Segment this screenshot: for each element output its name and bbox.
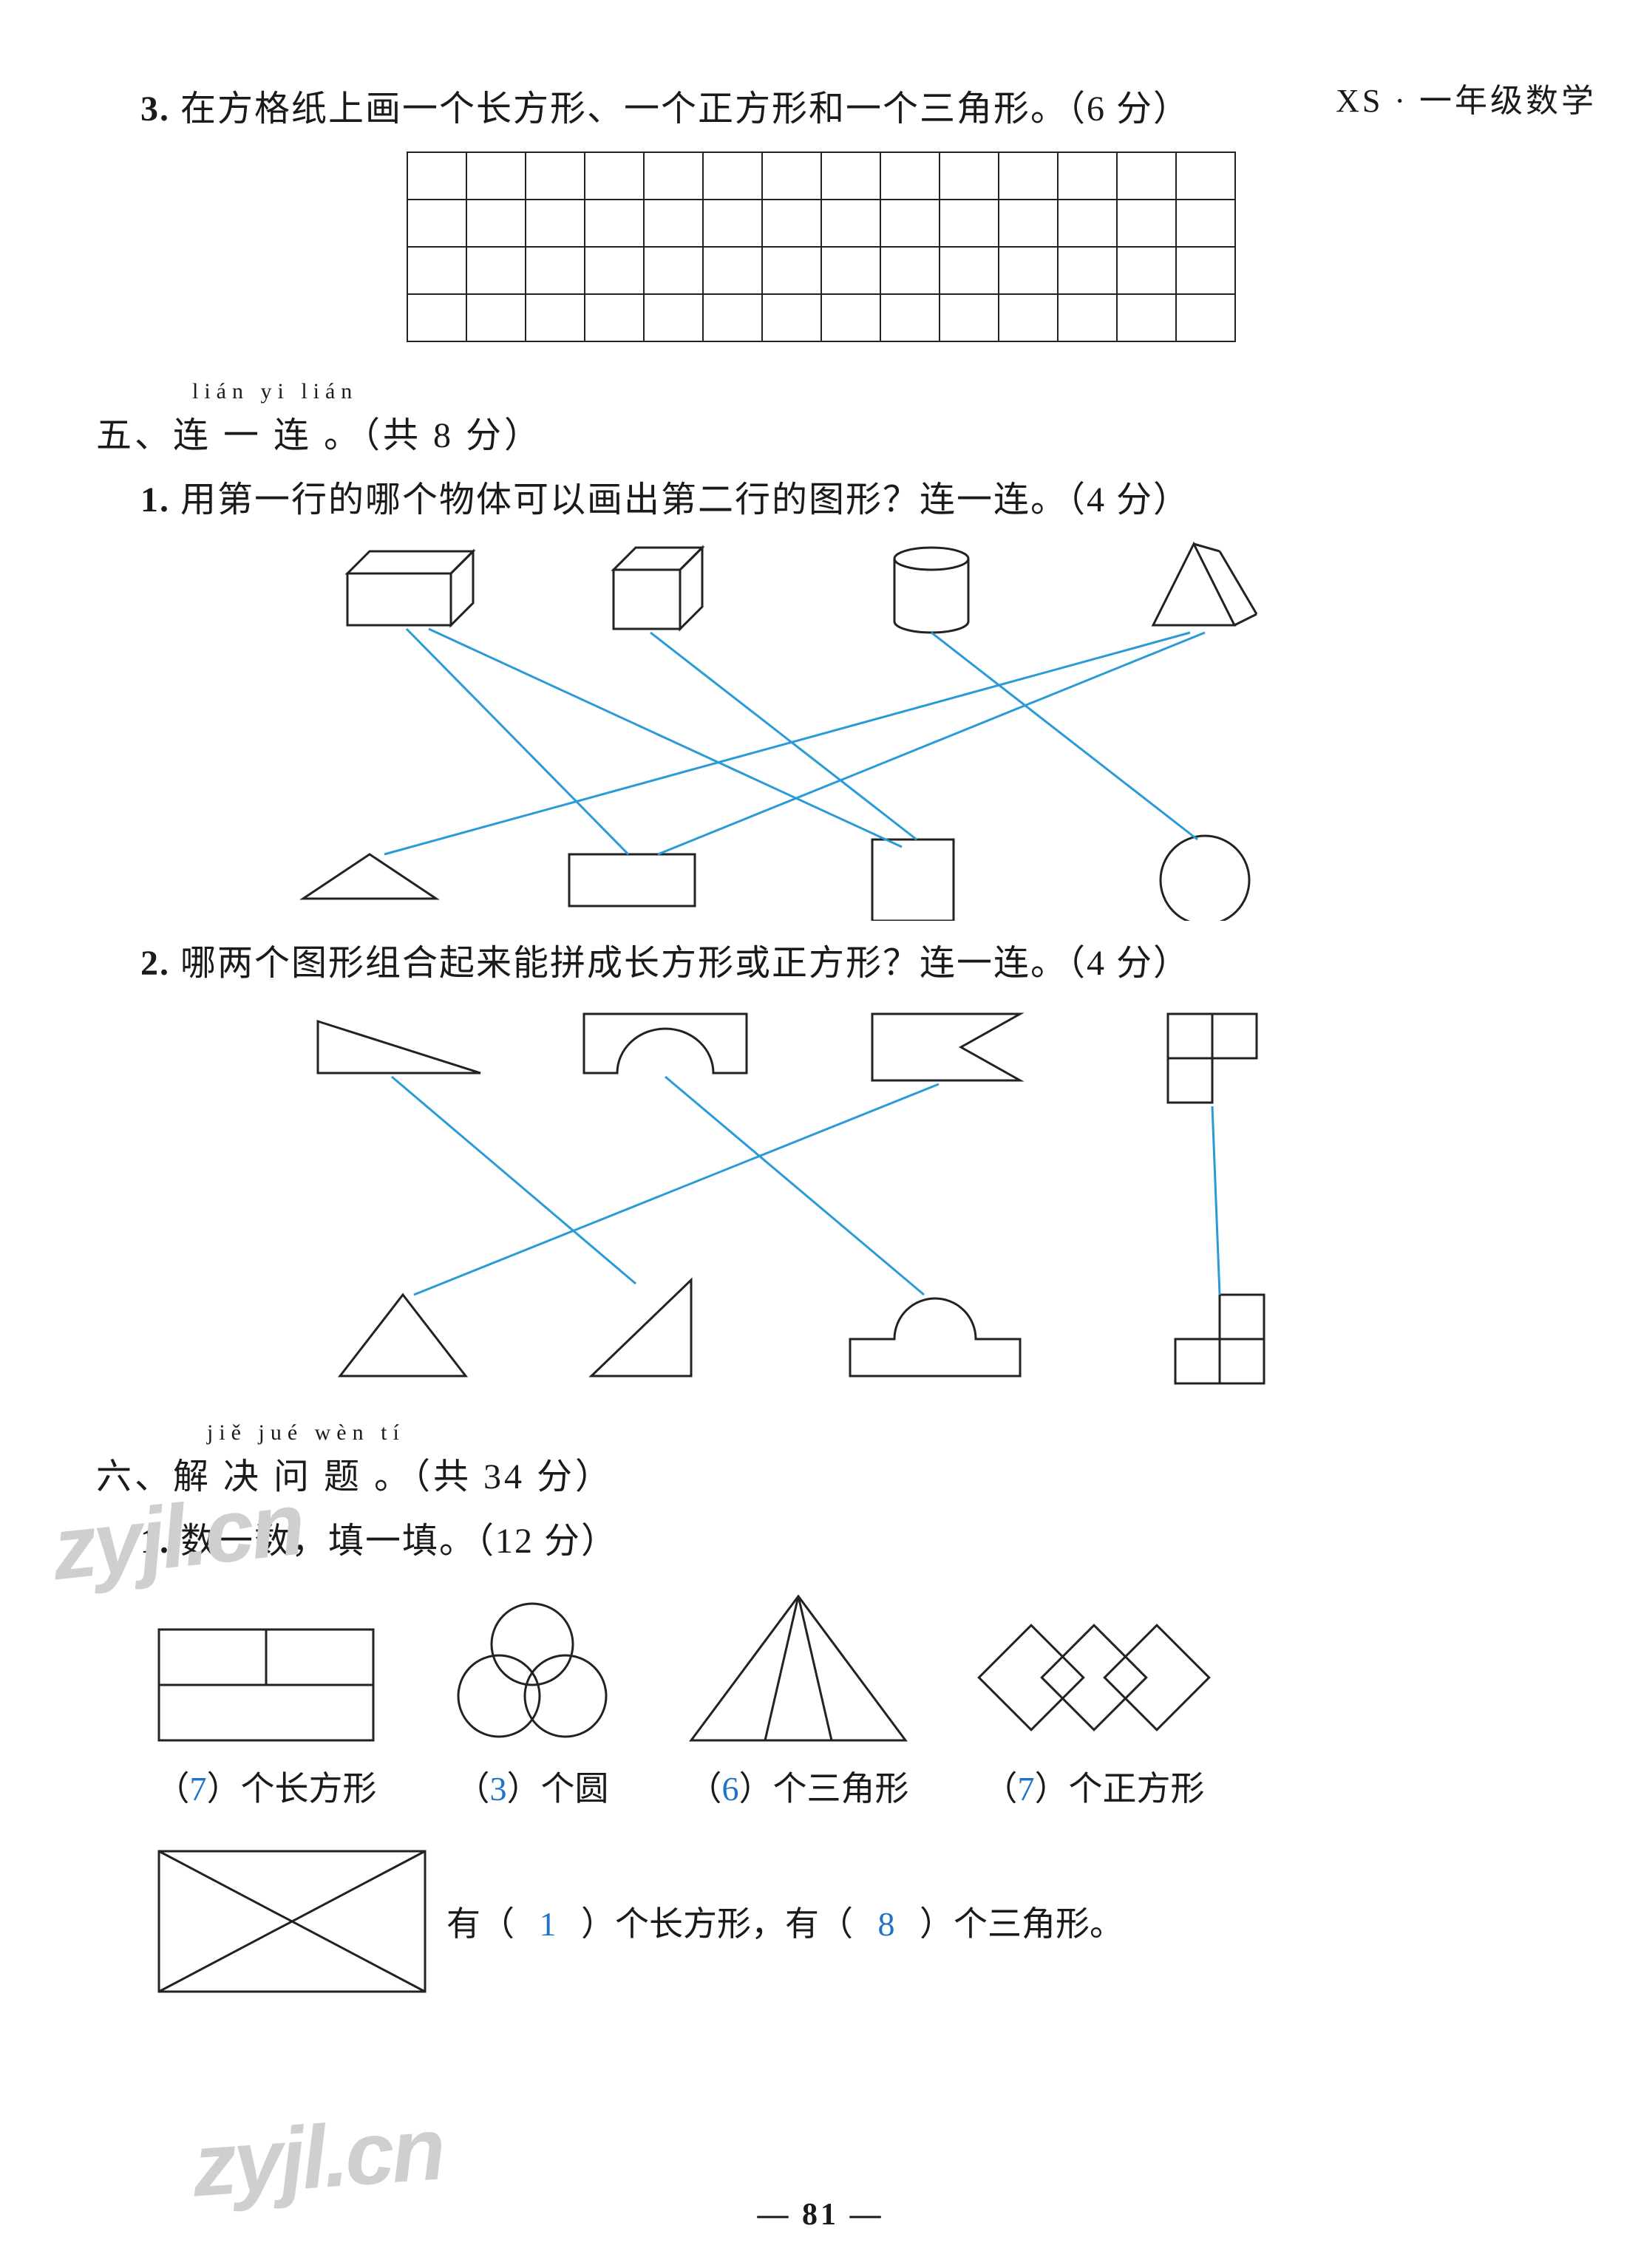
label-rects: 个长方形 xyxy=(241,1770,377,1808)
sec5-q1-connections xyxy=(384,629,1205,854)
sec5-title: 五、连 一 连 。（共 8 分） xyxy=(96,406,1552,457)
row2-ans1: 1 xyxy=(514,1904,581,1944)
sec5-q2-connections xyxy=(392,1077,1220,1295)
sec5-q1-text: 用第一行的哪个物体可以画出第二行的图形？连一连。（4 分） xyxy=(180,480,1190,520)
row2-text: 有（1）个长方形，有（8）个三角形。 xyxy=(446,1897,1124,1946)
count-caption-3: （6）个三角形 xyxy=(687,1762,909,1811)
arch-piece-icon xyxy=(584,1014,747,1073)
page: XS · 一年级数学 3. 在方格纸上画一个长方形、一个正方形和一个三角形。（6… xyxy=(0,0,1641,2268)
row2-ans2: 8 xyxy=(853,1904,920,1944)
right-triangle-top-icon xyxy=(318,1021,480,1073)
count-caption-2: （3）个圆 xyxy=(436,1762,628,1811)
row2-suffix: ）个三角形。 xyxy=(920,1905,1124,1943)
rectangle-2d-icon xyxy=(569,854,695,906)
sec5-q1-line: 1. 用第一行的哪个物体可以画出第二行的图形？连一连。（4 分） xyxy=(140,472,1552,529)
sec5-q1-num: 1. xyxy=(140,480,170,520)
count-item-rects: （7）个长方形 xyxy=(155,1622,377,1811)
sec6-q1-text: 数一数，填一填。（12 分） xyxy=(180,1522,618,1561)
sec6-q1-num: 1. xyxy=(140,1522,170,1561)
triangle-fan-icon xyxy=(687,1593,909,1748)
label-diam: 个正方形 xyxy=(1069,1770,1205,1808)
circle-2d-icon xyxy=(1161,836,1249,921)
arrow-notch-icon xyxy=(872,1014,1020,1080)
sec5-q2-line: 2. 哪两个图形组合起来能拼成长方形或正方形？连一连。（4 分） xyxy=(140,936,1552,992)
q3-grid-wrap xyxy=(407,151,1242,342)
triangle-bottom-icon xyxy=(340,1295,466,1376)
ans-circles: 3 xyxy=(490,1770,507,1808)
rect-cross-icon xyxy=(155,1848,429,1995)
count-caption-1: （7）个长方形 xyxy=(155,1762,377,1811)
cylinder-icon xyxy=(894,548,968,633)
sec6-q1-line: 1. 数一数，填一填。（12 分） xyxy=(140,1513,1552,1570)
count-item-circles: （3）个圆 xyxy=(436,1600,628,1811)
count-item-diamonds: （7）个正方形 xyxy=(968,1607,1220,1811)
sec5-q2-num: 2. xyxy=(140,944,170,983)
three-circles-icon xyxy=(436,1600,628,1748)
row2-prefix: 有（ xyxy=(446,1905,514,1943)
count-item-triangles: （6）个三角形 xyxy=(687,1593,909,1811)
q3-grid xyxy=(407,151,1236,342)
sec5-q2-diagram xyxy=(259,999,1515,1398)
three-diamonds-icon xyxy=(968,1607,1220,1748)
count-row-1: （7）个长方形 （3）个圆 xyxy=(155,1593,1552,1811)
square-2d-icon xyxy=(872,840,954,921)
l-tromino-top-icon xyxy=(1168,1014,1257,1103)
sec5-pinyin: lián yi lián xyxy=(192,379,1552,404)
triangle-2d-icon xyxy=(303,854,436,899)
row2-mid: ）个长方形，有（ xyxy=(581,1905,853,1943)
right-triangle-bottom-icon xyxy=(591,1280,691,1376)
q3-num: 3. xyxy=(140,89,170,129)
cube-icon xyxy=(614,548,702,629)
count-caption-4: （7）个正方形 xyxy=(968,1762,1220,1811)
sec5-q2-text: 哪两个图形组合起来能拼成长方形或正方形？连一连。（4 分） xyxy=(180,944,1190,983)
cuboid-icon xyxy=(347,551,473,625)
l-tromino-bottom-icon xyxy=(1175,1295,1264,1383)
ans-diam: 7 xyxy=(1018,1770,1035,1808)
sec5-q1-diagram xyxy=(259,537,1515,921)
dome-rect-icon xyxy=(850,1298,1020,1376)
prism-icon xyxy=(1153,544,1257,625)
ans-tri: 6 xyxy=(722,1770,739,1808)
sec6-title: 六、解 决 问 题 。（共 34 分） xyxy=(96,1447,1552,1499)
header-right: XS · 一年级数学 xyxy=(1336,74,1597,121)
q3-text: 在方格纸上画一个长方形、一个正方形和一个三角形。（6 分） xyxy=(180,89,1190,129)
page-number: — 81 — xyxy=(0,2197,1641,2233)
nested-rects-icon xyxy=(155,1622,377,1748)
count-row-2: 有（1）个长方形，有（8）个三角形。 xyxy=(155,1848,1552,1995)
ans-rects: 7 xyxy=(190,1770,207,1808)
label-tri: 个三角形 xyxy=(773,1770,909,1808)
label-circles: 个圆 xyxy=(541,1770,609,1808)
sec6-pinyin: jiě jué wèn tí xyxy=(207,1420,1552,1445)
